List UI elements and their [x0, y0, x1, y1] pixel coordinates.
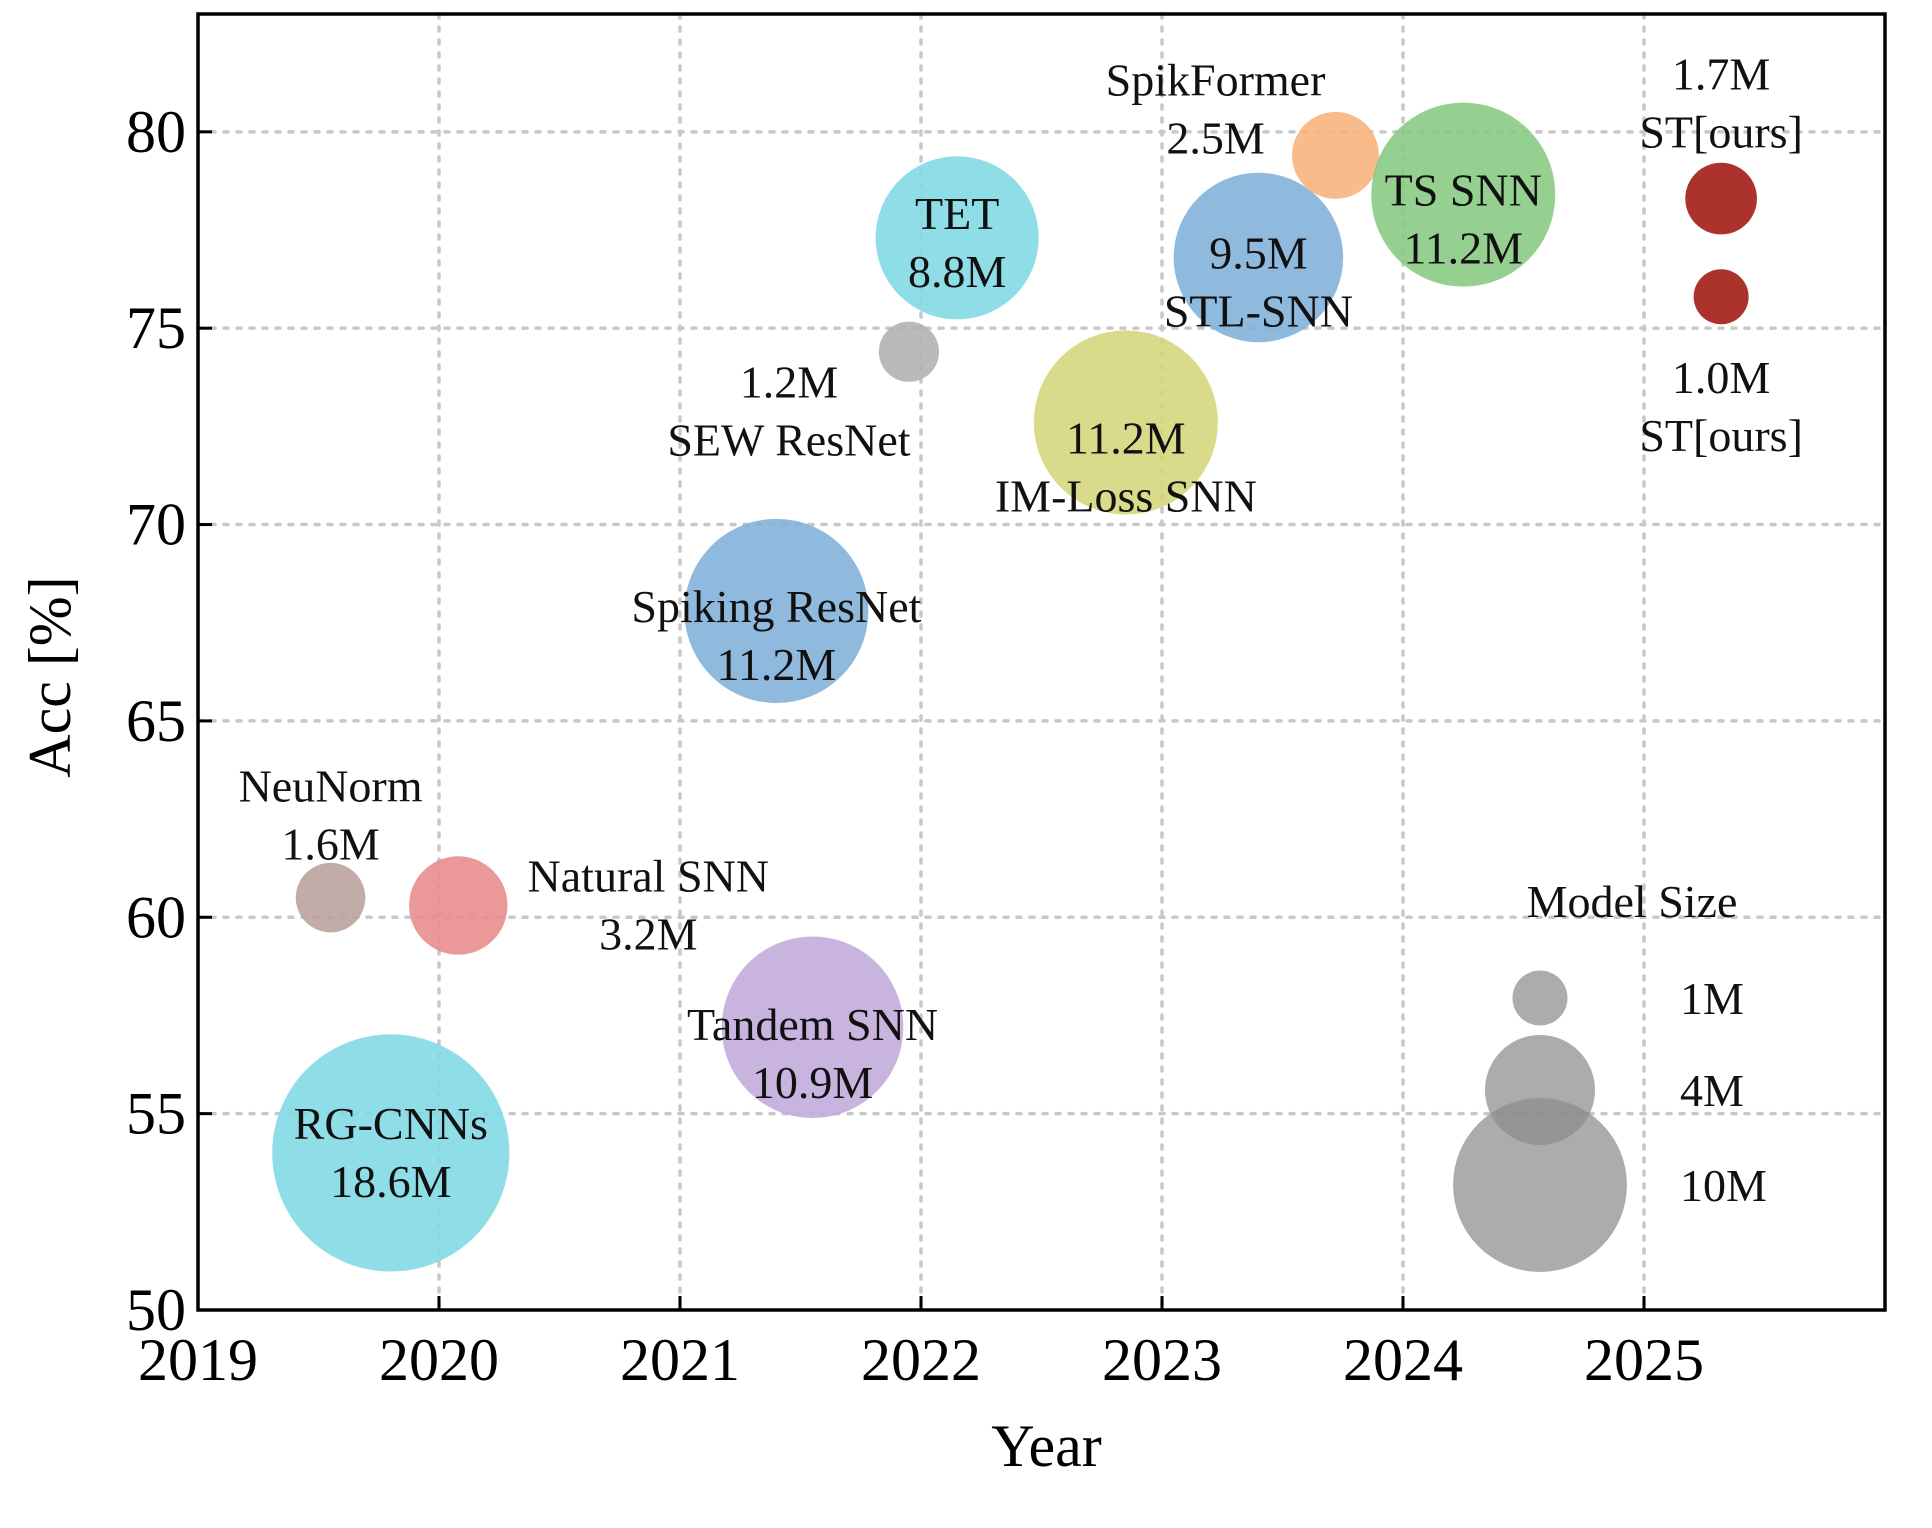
legend-entry-label: 1M	[1680, 973, 1744, 1024]
bubble-size-label: 10.9M	[752, 1057, 873, 1108]
bubble-size-label: 1.6M	[281, 819, 379, 870]
bubble-tet	[875, 156, 1039, 320]
bubble-spikformer	[1292, 111, 1380, 199]
legend-entry-label: 4M	[1680, 1065, 1744, 1116]
bubble-size-label: 9.5M	[1209, 227, 1307, 278]
bubble-name-label: NeuNorm	[239, 761, 423, 812]
bubble-neunorm	[295, 862, 366, 933]
x-tick-label: 2019	[138, 1327, 258, 1393]
x-tick-label: 2020	[379, 1327, 499, 1393]
x-tick-label: 2022	[861, 1327, 981, 1393]
y-tick-label: 50	[126, 1277, 186, 1343]
bubble-size-label: 18.6M	[330, 1156, 451, 1207]
bubble-name-label: Tandem SNN	[687, 999, 938, 1050]
bubbles	[272, 102, 1757, 1272]
y-tick-label: 55	[126, 1081, 186, 1147]
y-tick-label: 65	[126, 688, 186, 754]
bubble-name-label: SpikFormer	[1106, 54, 1326, 105]
bubble-ts-snn	[1371, 102, 1556, 287]
bubble-st-ours-	[1693, 269, 1749, 325]
bubble-size-label: 1.2M	[740, 357, 838, 408]
legend-bubble	[1512, 970, 1568, 1026]
bubble-size-label: 3.2M	[599, 908, 697, 959]
y-axis-label: Acc [%]	[17, 576, 83, 778]
bubble-size-label: 11.2M	[1066, 412, 1186, 463]
bubble-im-loss-snn	[1033, 330, 1218, 515]
x-tick-label: 2023	[1102, 1327, 1222, 1393]
legend-entry-label: 10M	[1680, 1160, 1767, 1211]
bubble-size-label: 8.8M	[908, 246, 1006, 297]
x-tick-label: 2021	[620, 1327, 740, 1393]
bubble-size-label: 2.5M	[1166, 112, 1264, 163]
gridlines	[196, 12, 1887, 1312]
bubble-name-label: Natural SNN	[528, 850, 769, 901]
bubble-name-label: RG-CNNs	[294, 1098, 488, 1149]
bubble-spiking-resnet	[684, 518, 869, 703]
bubble-st-ours-	[1685, 162, 1757, 235]
bubble-tandem-snn	[721, 936, 904, 1119]
bubble-name-label: TS SNN	[1385, 165, 1542, 216]
axis-ticks: 2019 2020 2021 2022 2023 2024 2025 50 55 60 65 70 75…	[126, 99, 1704, 1393]
bubble-name-label: SEW ResNet	[667, 415, 910, 466]
bubble-size-label: 11.2M	[717, 639, 837, 690]
bubble-size-label: 1.7M	[1672, 49, 1770, 100]
x-tick-label: 2024	[1343, 1327, 1463, 1393]
bubble-sew-resnet	[878, 321, 940, 382]
bubble-name-label: IM-Loss SNN	[995, 470, 1257, 521]
bubble-natural-snn	[409, 856, 508, 955]
legend: Model Size 1M 4M 10M	[1453, 876, 1767, 1272]
y-tick-label: 60	[126, 884, 186, 950]
legend-bubble	[1453, 1098, 1627, 1272]
y-tick-label: 80	[126, 99, 186, 165]
bubble-size-label: 11.2M	[1403, 223, 1523, 274]
y-tick-label: 75	[126, 295, 186, 361]
x-axis-label: Year	[991, 1413, 1102, 1479]
legend-title: Model Size	[1527, 876, 1738, 927]
bubble-name-label: ST[ours]	[1639, 410, 1803, 461]
bubble-rg-cnns	[272, 1034, 510, 1272]
x-tick-label: 2025	[1584, 1327, 1704, 1393]
bubble-name-label: TET	[915, 188, 999, 239]
plot-frame	[196, 12, 1887, 1312]
bubble-size-label: 1.0M	[1672, 352, 1770, 403]
bubble-labels: RG-CNNs 18.6M NeuNorm 1.6M Natural SNN 3.2M Sp…	[239, 49, 1803, 1207]
bubble-name-label: ST[ours]	[1639, 107, 1803, 158]
bubble-name-label: Spiking ResNet	[631, 581, 921, 632]
bubble-stl-snn	[1173, 172, 1344, 343]
y-tick-label: 70	[126, 492, 186, 558]
bubble-name-label: STL-SNN	[1164, 285, 1353, 336]
